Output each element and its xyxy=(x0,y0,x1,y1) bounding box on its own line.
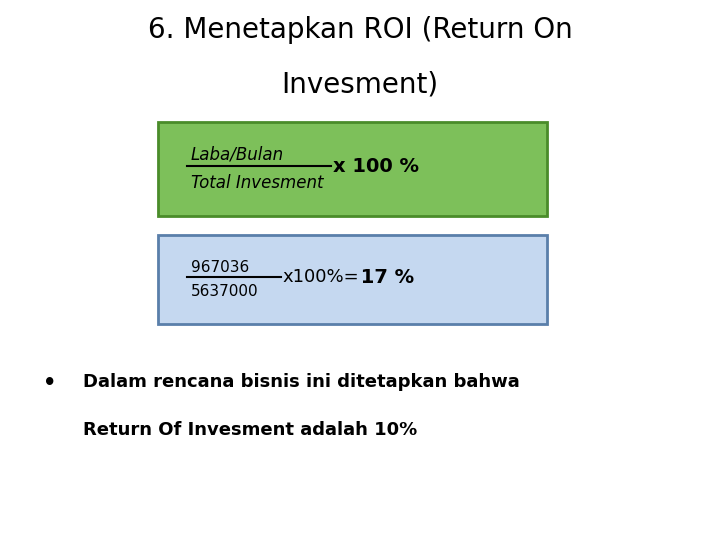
Text: x100%=: x100%= xyxy=(283,268,359,286)
Text: x 100 %: x 100 % xyxy=(333,157,419,176)
Text: Laba/Bulan: Laba/Bulan xyxy=(191,145,284,163)
Text: 17 %: 17 % xyxy=(354,268,414,287)
Text: Return Of Invesment adalah 10%: Return Of Invesment adalah 10% xyxy=(83,421,417,439)
Text: 5637000: 5637000 xyxy=(191,284,258,299)
FancyBboxPatch shape xyxy=(158,235,547,324)
FancyBboxPatch shape xyxy=(158,122,547,216)
Text: 6. Menetapkan ROI (Return On: 6. Menetapkan ROI (Return On xyxy=(148,16,572,44)
Text: •: • xyxy=(43,373,57,393)
Text: 967036: 967036 xyxy=(191,260,249,275)
Text: Dalam rencana bisnis ini ditetapkan bahwa: Dalam rencana bisnis ini ditetapkan bahw… xyxy=(83,373,520,390)
Text: Total Invesment: Total Invesment xyxy=(191,174,323,192)
Text: Invesment): Invesment) xyxy=(282,70,438,98)
